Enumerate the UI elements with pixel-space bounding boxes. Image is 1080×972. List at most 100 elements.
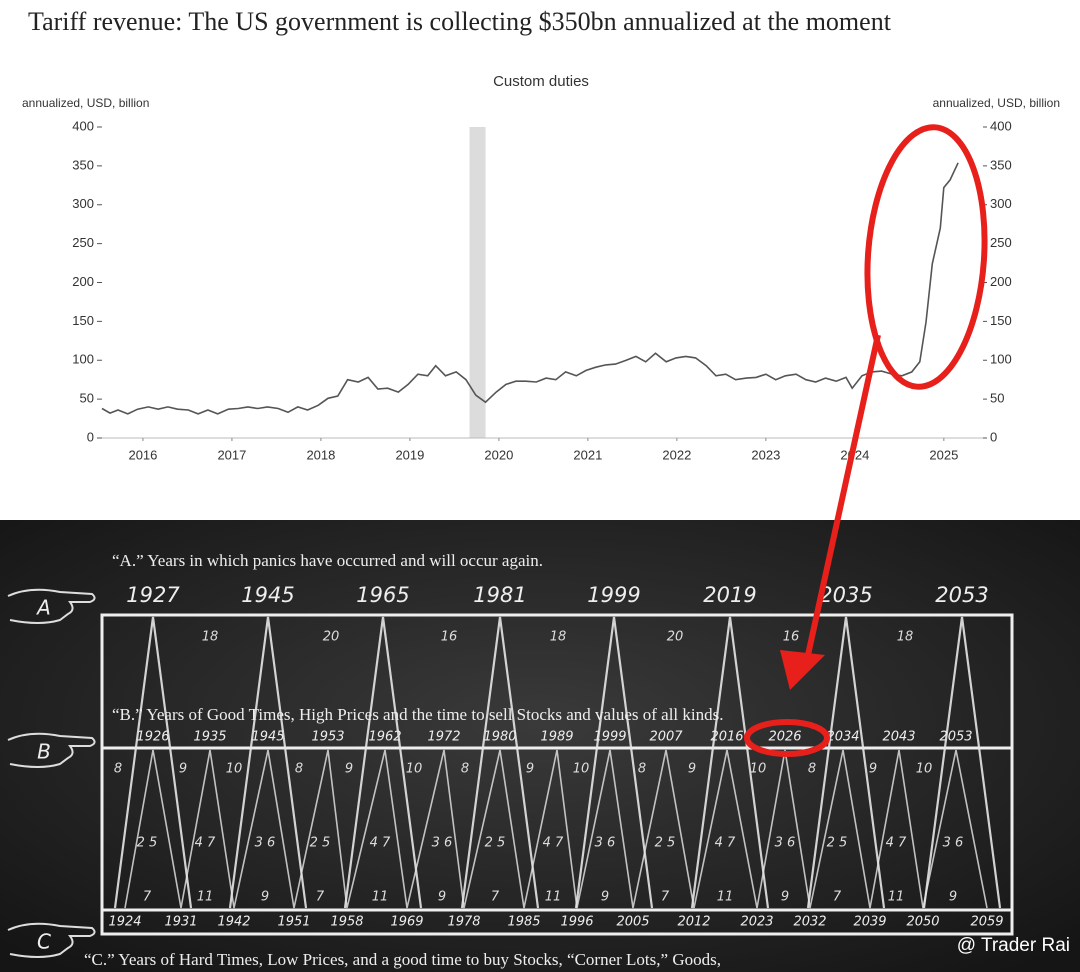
x-tick-label: 2022 [662, 447, 691, 462]
b-interval: 8 [638, 762, 646, 777]
c-year: 2059 [970, 915, 1003, 930]
mid-label: 3 6 [595, 836, 616, 851]
cycle-diagram: “A.” Years in which panics have occurred… [84, 551, 1014, 969]
panic-peak [690, 616, 770, 909]
a-interval: 18 [897, 630, 914, 645]
c-year: 2023 [740, 915, 773, 930]
low-label: 11 [372, 890, 389, 905]
low-label: 11 [888, 890, 905, 905]
y-tick-label: 350 [72, 157, 94, 172]
c-year: 1924 [108, 915, 141, 930]
b-interval: 10 [573, 762, 590, 777]
mid-label: 4 7 [370, 836, 391, 851]
cycle-zigzag [124, 749, 988, 909]
b-interval: 10 [750, 762, 767, 777]
y-tick-label: 250 [72, 235, 94, 250]
mid-label: 3 6 [943, 836, 964, 851]
a-interval: 18 [202, 630, 219, 645]
a-interval: 16 [783, 630, 800, 645]
c-year: 1996 [560, 915, 593, 930]
b-interval: 9 [526, 762, 534, 777]
c-year: 2005 [616, 915, 649, 930]
x-tick-label: 2016 [128, 447, 157, 462]
y2-tick-label: 250 [990, 235, 1012, 250]
y-tick-label: 300 [72, 196, 94, 211]
mid-label: 3 6 [432, 836, 453, 851]
highlight-ellipse [864, 124, 988, 390]
b-year: 2026 [768, 730, 801, 745]
panic-peak [460, 616, 540, 909]
x-tick-label: 2025 [929, 447, 958, 462]
a-interval: 16 [441, 630, 458, 645]
mid-label: 3 6 [255, 836, 276, 851]
hand-label: A [35, 596, 51, 620]
mid-label: 4 7 [543, 836, 564, 851]
c-year: 1951 [277, 915, 310, 930]
mid-label: 4 7 [886, 836, 907, 851]
panic-peak [806, 616, 886, 909]
hand-icon [7, 922, 96, 958]
y2-tick-label: 400 [990, 118, 1012, 133]
x-tick-label: 2020 [484, 447, 513, 462]
panic-peak [922, 616, 1002, 909]
y2-tick-label: 100 [990, 352, 1012, 367]
x-tick-label: 2021 [573, 447, 602, 462]
y-tick-label: 50 [80, 391, 94, 406]
a-year: 1927 [126, 583, 180, 607]
mid-label: 4 7 [715, 836, 736, 851]
revenue-line [101, 162, 959, 415]
a-interval: 20 [323, 630, 340, 645]
y2-axis-label: annualized, USD, billion [933, 96, 1060, 110]
low-label: 9 [949, 890, 957, 905]
annotations [744, 124, 988, 757]
hand-label: C [37, 930, 51, 954]
low-label: 7 [661, 890, 670, 905]
c-year: 1958 [330, 915, 363, 930]
b-year: 1989 [540, 730, 573, 745]
low-label: 7 [316, 890, 325, 905]
b-year: 1953 [311, 730, 344, 745]
b-interval: 8 [808, 762, 816, 777]
mid-label: 2 5 [827, 836, 848, 851]
caption-b: “B.” Years of Good Times, High Prices an… [112, 705, 723, 724]
y2-tick-label: 200 [990, 274, 1012, 289]
y2-tick-label: 0 [990, 429, 997, 444]
b-year: 2016 [710, 730, 743, 745]
watermark: @ Trader Rai [957, 935, 1070, 956]
b-interval: 9 [869, 762, 877, 777]
c-year: 2050 [906, 915, 939, 930]
x-tick-label: 2017 [217, 447, 246, 462]
low-label: 11 [545, 890, 562, 905]
c-year: 2032 [793, 915, 826, 930]
b-interval: 9 [688, 762, 696, 777]
b-year: 2053 [939, 730, 972, 745]
c-year: 1942 [217, 915, 250, 930]
mid-label: 2 5 [137, 836, 158, 851]
b-year: 1980 [483, 730, 516, 745]
y2-tick-label: 150 [990, 313, 1012, 328]
a-year: 2053 [935, 583, 988, 607]
a-year: 1945 [241, 583, 294, 607]
panic-peak [343, 616, 423, 909]
c-year: 2039 [853, 915, 886, 930]
b-year: 1945 [251, 730, 284, 745]
y-tick-label: 100 [72, 352, 94, 367]
a-year: 1965 [356, 583, 409, 607]
low-label: 7 [491, 890, 500, 905]
a-interval: 18 [550, 630, 567, 645]
b-interval: 10 [916, 762, 933, 777]
low-label: 11 [197, 890, 214, 905]
hand-label: B [37, 740, 51, 764]
y-tick-label: 400 [72, 118, 94, 133]
y-tick-label: 150 [72, 313, 94, 328]
hand-icon [7, 732, 96, 768]
c-year: 1978 [447, 915, 480, 930]
b-year: 2007 [649, 730, 683, 745]
low-label: 7 [833, 890, 842, 905]
b-year: 2043 [882, 730, 915, 745]
panic-peak [113, 616, 193, 909]
b-interval: 9 [345, 762, 353, 777]
b-interval: 8 [461, 762, 469, 777]
a-interval: 20 [667, 630, 684, 645]
low-label: 9 [601, 890, 609, 905]
